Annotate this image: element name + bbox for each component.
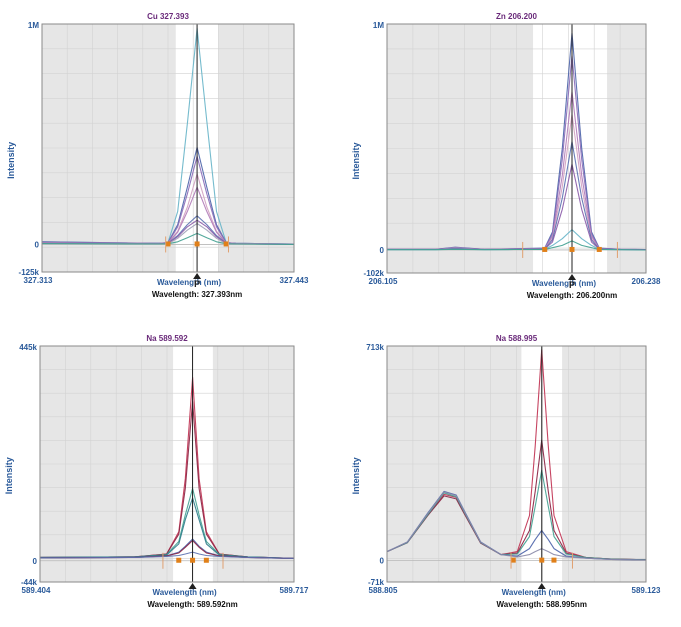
background-marker[interactable] bbox=[542, 246, 548, 252]
peak-label: P bbox=[194, 279, 200, 289]
y-tick-label-top: 713k bbox=[366, 343, 384, 352]
peak-label: P bbox=[569, 280, 575, 290]
plot-border bbox=[39, 345, 295, 583]
x-tick-label-right: 589.717 bbox=[280, 586, 309, 595]
plot-border bbox=[386, 345, 647, 583]
y-tick-label-zero: 0 bbox=[33, 557, 38, 566]
plot-border bbox=[41, 23, 295, 273]
wavelength-readout: Wavelength: 588.995nm bbox=[497, 600, 587, 609]
x-tick-label-left: 588.805 bbox=[369, 586, 398, 595]
y-tick-label-bottom: -44k bbox=[21, 578, 38, 587]
chart-panel-1[interactable]: Cu 327.393 1M 0 -125k Intensity 327.313 327.44… bbox=[6, 12, 309, 299]
cursor-arrow-icon[interactable] bbox=[193, 273, 202, 279]
wavelength-readout: Wavelength: 327.393nm bbox=[152, 290, 242, 299]
chart-title: Zn 206.200 bbox=[496, 12, 537, 21]
y-tick-label-top: 1M bbox=[28, 21, 39, 30]
x-tick-label-right: 327.443 bbox=[280, 276, 309, 285]
x-tick-label-right: 206.238 bbox=[632, 277, 661, 286]
y-tick-label-zero: 0 bbox=[380, 557, 385, 566]
wavelength-readout: Wavelength: 589.592nm bbox=[147, 600, 237, 609]
chart-panel-2[interactable]: Zn 206.200 1M 0 -102k Intensity 206.105 206.23… bbox=[351, 12, 661, 300]
y-axis-label: Intensity bbox=[351, 457, 361, 494]
background-marker[interactable] bbox=[569, 246, 575, 252]
gridlines bbox=[387, 24, 646, 273]
y-axis-label: Intensity bbox=[351, 142, 361, 179]
gridlines bbox=[40, 346, 294, 582]
wavelength-readout: Wavelength: 206.200nm bbox=[527, 291, 617, 300]
y-axis-label: Intensity bbox=[6, 142, 16, 179]
background-marker[interactable] bbox=[539, 557, 545, 563]
chart-title: Cu 327.393 bbox=[147, 12, 189, 21]
y-tick-label-zero: 0 bbox=[380, 246, 385, 255]
x-axis-label: Wavelength (nm) bbox=[157, 278, 221, 287]
background-marker[interactable] bbox=[223, 241, 229, 247]
x-tick-label-left: 327.313 bbox=[24, 276, 53, 285]
y-tick-label-bottom: -71k bbox=[368, 578, 385, 587]
background-marker[interactable] bbox=[176, 557, 182, 563]
x-axis-label: Wavelength (nm) bbox=[502, 588, 566, 597]
y-tick-label-bottom: -102k bbox=[364, 269, 385, 278]
background-marker[interactable] bbox=[203, 557, 209, 563]
series-line-1 bbox=[386, 349, 647, 561]
background-marker[interactable] bbox=[510, 557, 516, 563]
background-marker[interactable] bbox=[551, 557, 557, 563]
series-line-3 bbox=[386, 469, 647, 561]
chart-panel-4[interactable]: Na 588.995 713k 0 -71k Intensity 588.805 589.1… bbox=[351, 334, 661, 609]
x-tick-label-right: 589.123 bbox=[632, 586, 661, 595]
cursor-arrow-icon[interactable] bbox=[188, 583, 197, 589]
y-axis-label: Intensity bbox=[4, 457, 14, 494]
x-tick-label-left: 589.404 bbox=[22, 586, 51, 595]
chart-title: Na 588.995 bbox=[496, 334, 538, 343]
y-tick-label-zero: 0 bbox=[35, 240, 40, 249]
series-line-2 bbox=[386, 439, 647, 561]
x-axis-label: Wavelength (nm) bbox=[152, 588, 216, 597]
background-marker[interactable] bbox=[596, 246, 602, 252]
plot-border bbox=[386, 23, 647, 274]
background-marker[interactable] bbox=[190, 557, 196, 563]
background-marker[interactable] bbox=[194, 241, 200, 247]
y-tick-label-top: 1M bbox=[373, 21, 384, 30]
y-tick-label-top: 445k bbox=[19, 343, 37, 352]
x-tick-label-left: 206.105 bbox=[369, 277, 398, 286]
y-tick-label-bottom: -125k bbox=[19, 268, 40, 277]
chart-panel-3[interactable]: Na 589.592 445k 0 -44k Intensity 589.404 589.7… bbox=[4, 334, 309, 609]
chart-title: Na 589.592 bbox=[146, 334, 188, 343]
background-marker[interactable] bbox=[165, 241, 171, 247]
series-line-5 bbox=[386, 491, 647, 561]
gridlines bbox=[387, 346, 646, 582]
x-axis-label: Wavelength (nm) bbox=[532, 279, 596, 288]
cursor-arrow-icon[interactable] bbox=[537, 583, 546, 589]
cursor-arrow-icon[interactable] bbox=[568, 274, 576, 280]
